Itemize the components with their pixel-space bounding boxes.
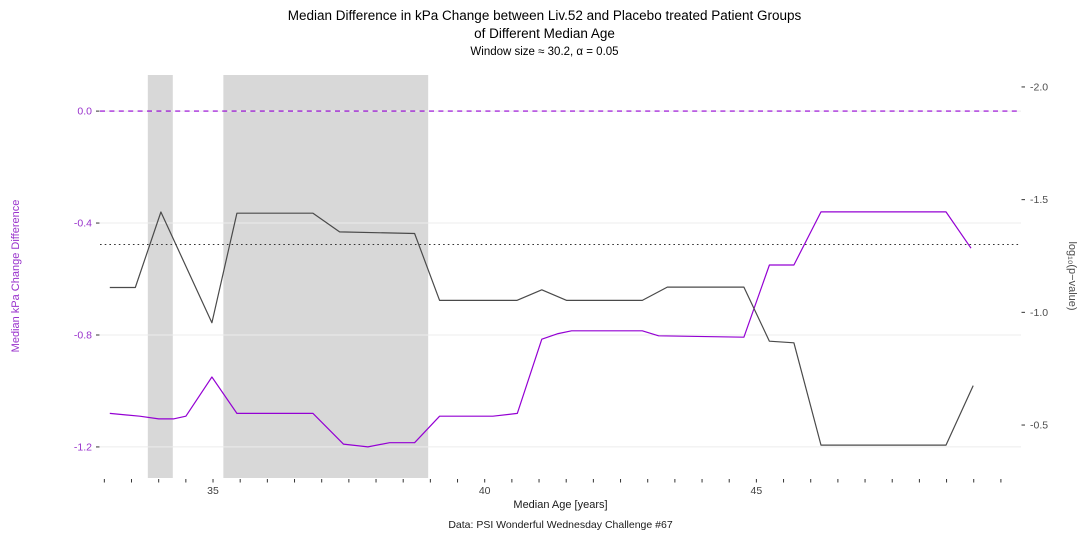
right-tick-label: -2.0: [1030, 81, 1048, 93]
significance-band: [223, 75, 429, 478]
left-tick-label: -0.8: [74, 329, 92, 341]
x-axis-title: Median Age [years]: [513, 499, 608, 511]
x-tick-label: 35: [207, 485, 219, 497]
x-tick-label: 40: [479, 485, 491, 497]
left-tick-label: 0.0: [77, 106, 92, 118]
chart-subtitle: Window size ≈ 30.2, α = 0.05: [470, 46, 619, 58]
chart-caption: Data: PSI Wonderful Wednesday Challenge …: [448, 519, 673, 531]
right-tick-label: -0.5: [1030, 420, 1048, 432]
right-tick-label: -1.5: [1030, 194, 1048, 206]
chart-title: Median Difference in kPa Change between …: [287, 8, 802, 41]
x-tick-label: 45: [751, 485, 763, 497]
kpa-difference-line: [109, 211, 972, 448]
significance-band: [147, 75, 173, 478]
right-tick-label: -1.0: [1030, 307, 1048, 319]
pvalue-line: [109, 211, 974, 446]
left-tick-label: -1.2: [74, 441, 92, 453]
left-tick-label: -0.4: [74, 218, 92, 230]
